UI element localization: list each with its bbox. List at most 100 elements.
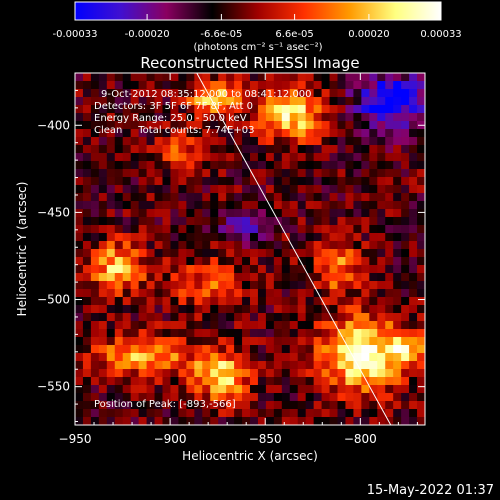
heatmap-cell <box>393 153 402 162</box>
heatmap-cell <box>90 225 100 234</box>
heatmap-cell <box>361 289 370 298</box>
heatmap-cell <box>401 249 410 258</box>
heatmap-cell <box>130 137 140 146</box>
heatmap-cell <box>289 313 299 322</box>
heatmap-cell <box>186 353 195 362</box>
heatmap-cell <box>369 329 378 338</box>
heatmap-cell <box>218 257 227 266</box>
heatmap-cell <box>337 361 347 370</box>
heatmap-cell <box>186 97 195 106</box>
heatmap-cell <box>202 417 211 425</box>
heatmap-cell <box>194 321 203 330</box>
heatmap-cell <box>178 313 187 322</box>
heatmap-cell <box>345 137 354 146</box>
heatmap-cell <box>289 89 299 98</box>
heatmap-cell <box>369 401 378 410</box>
heatmap-cell <box>265 273 275 282</box>
heatmap-cell <box>218 97 227 106</box>
heatmap-cell <box>361 113 370 122</box>
heatmap-cell <box>170 361 179 370</box>
heatmap-cell <box>369 217 378 226</box>
heatmap-cell <box>138 185 148 194</box>
heatmap-cell <box>337 329 347 338</box>
heatmap-cell <box>138 313 148 322</box>
heatmap-cell <box>234 345 243 354</box>
heatmap-cell <box>98 337 108 346</box>
heatmap-cell <box>337 137 347 146</box>
heatmap-cell <box>393 401 402 410</box>
heatmap-cell <box>226 145 235 154</box>
heatmap-cell <box>377 393 386 402</box>
heatmap-cell <box>194 313 203 322</box>
heatmap-cell <box>353 289 362 298</box>
heatmap-cell <box>257 169 267 178</box>
heatmap-cell <box>305 153 315 162</box>
heatmap-cell <box>170 89 179 98</box>
heatmap-cell <box>154 225 164 234</box>
heatmap-cell <box>401 401 410 410</box>
heatmap-cell <box>361 393 370 402</box>
heatmap-cell <box>202 137 211 146</box>
heatmap-cell <box>313 113 323 122</box>
heatmap-cell <box>82 409 92 418</box>
heatmap-cell <box>345 153 354 162</box>
heatmap-cell <box>75 145 84 154</box>
heatmap-cell <box>130 353 140 362</box>
heatmap-cell <box>289 393 299 402</box>
heatmap-cell <box>321 153 331 162</box>
heatmap-cell <box>202 257 211 266</box>
heatmap-cell <box>297 249 307 258</box>
heatmap-cell <box>90 145 100 154</box>
heatmap-cell <box>250 241 259 250</box>
heatmap-cell <box>385 345 394 354</box>
heatmap-cell <box>377 305 386 314</box>
heatmap-cell <box>226 201 235 210</box>
heatmap-cell <box>226 257 235 266</box>
heatmap-cell <box>122 137 132 146</box>
heatmap-cell <box>250 313 259 322</box>
heatmap-cell <box>337 289 347 298</box>
heatmap-cell <box>401 281 410 290</box>
heatmap-cell <box>194 361 203 370</box>
heatmap-cell <box>138 153 148 162</box>
heatmap-cell <box>329 121 339 130</box>
heatmap-cell <box>202 193 211 202</box>
heatmap-cell <box>257 265 267 274</box>
heatmap-cell <box>250 369 259 378</box>
heatmap-cell <box>82 81 92 90</box>
heatmap-cell <box>289 129 299 138</box>
heatmap-cell <box>178 201 187 210</box>
heatmap-cell <box>82 361 92 370</box>
heatmap-cell <box>417 401 425 410</box>
heatmap-cell <box>361 105 370 114</box>
heatmap-cell <box>361 417 370 425</box>
heatmap-cell <box>106 321 116 330</box>
heatmap-cell <box>226 393 235 402</box>
heatmap-cell <box>281 281 291 290</box>
heatmap-cell <box>242 177 251 186</box>
heatmap-cell <box>186 153 195 162</box>
heatmap-cell <box>226 385 235 394</box>
heatmap-cell <box>385 257 394 266</box>
heatmap-cell <box>130 297 140 306</box>
heatmap-cell <box>329 73 339 82</box>
heatmap-cell <box>321 145 331 154</box>
heatmap-cell <box>337 409 347 418</box>
heatmap-cell <box>130 329 140 338</box>
heatmap-cell <box>417 177 425 186</box>
heatmap-cell <box>353 345 362 354</box>
heatmap-cell <box>226 161 235 170</box>
heatmap-cell <box>186 193 195 202</box>
heatmap-cell <box>273 353 283 362</box>
heatmap-cell <box>313 145 323 154</box>
heatmap-cell <box>130 345 140 354</box>
heatmap-cell <box>353 209 362 218</box>
heatmap-cell <box>114 81 124 90</box>
heatmap-cell <box>218 161 227 170</box>
heatmap-cell <box>146 185 156 194</box>
heatmap-cell <box>82 417 92 425</box>
heatmap-cell <box>210 169 219 178</box>
heatmap-cell <box>146 113 156 122</box>
heatmap-cell <box>226 337 235 346</box>
heatmap-cell <box>265 289 275 298</box>
